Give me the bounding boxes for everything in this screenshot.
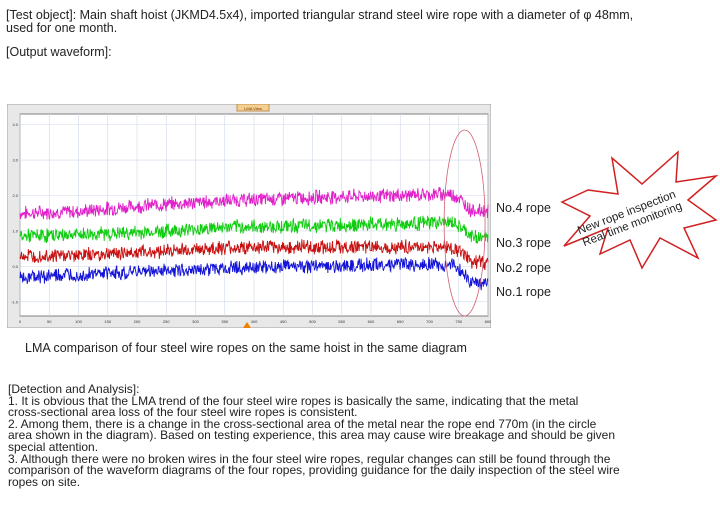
analysis-line: 1. It is obvious that the LMA trend of t…: [8, 393, 579, 408]
y-tick-label: 4.0: [12, 122, 18, 127]
test-object-line-cont: used for one month.: [6, 21, 118, 35]
rope-label-no1: No.1 rope: [496, 285, 551, 299]
x-tick-label: 700: [426, 319, 433, 324]
rope-label-no3: No.3 rope: [496, 236, 551, 250]
lma-chart: LMA View 0 50 100 150 200 250 300 350 400 450 500 55…: [7, 104, 491, 328]
series-line-2: [19, 239, 489, 271]
y-tick-label: 2.0: [12, 193, 18, 198]
starburst-callout: New rope inspection Real time monitoring: [560, 150, 720, 270]
x-tick-label: 50: [47, 319, 52, 324]
series-line-3: [19, 215, 489, 244]
output-waveform-heading: [Output waveform]:: [6, 45, 112, 59]
analysis-line: cross-sectional area loss of the four st…: [8, 405, 358, 420]
x-tick-label: 400: [251, 319, 258, 324]
x-tick-label: 800: [485, 319, 491, 324]
x-tick-label: 250: [163, 319, 170, 324]
series-line-1: [19, 256, 489, 291]
y-tick-label: 3.0: [12, 158, 18, 163]
chart-title-tab: [236, 104, 270, 112]
analysis-line: ropes on site.: [8, 474, 81, 489]
x-tick-label: 500: [309, 319, 316, 324]
analysis-line: comparison of the waveform diagrams of t…: [8, 463, 620, 478]
y-tick-label: 1.0: [12, 228, 18, 233]
x-tick-label: 550: [338, 319, 345, 324]
x-tick-label: 150: [104, 319, 111, 324]
x-tick-label: 200: [134, 319, 141, 324]
position-marker: [243, 322, 251, 328]
rope-label-no4: No.4 rope: [496, 201, 551, 215]
x-tick-label: 100: [75, 319, 82, 324]
chart-caption: LMA comparison of four steel wire ropes …: [25, 341, 467, 355]
test-object-line: [Test object]: Main shaft hoist (JKMD4.5…: [6, 8, 634, 22]
rope-label-no2: No.2 rope: [496, 261, 551, 275]
chart-title: LMA View: [244, 106, 262, 111]
analysis-line: special attention.: [8, 439, 99, 454]
analysis-line: 2. Among them, there is a change in the …: [8, 416, 597, 431]
analysis-line: 3. Although there were no broken wires i…: [8, 451, 611, 466]
x-tick-label: 350: [221, 319, 228, 324]
lma-chart-svg: LMA View 0 50 100 150 200 250 300 350 400 450 500 55…: [7, 104, 491, 328]
x-tick-label: 0: [19, 319, 22, 324]
series-line-4: [19, 186, 489, 220]
starburst-shape: [560, 150, 719, 270]
analysis-line: area shown in the diagram). Based on tes…: [8, 428, 616, 443]
x-tick-label: 650: [397, 319, 404, 324]
x-tick-label: 600: [368, 319, 375, 324]
analysis-line: [Detection and Analysis]:: [8, 382, 140, 396]
x-tick-label: 750: [455, 319, 462, 324]
y-tick-label: -1.0: [11, 299, 19, 304]
x-tick-label: 300: [192, 319, 199, 324]
y-tick-label: 0.0: [12, 264, 18, 269]
analysis-section: [Detection and Analysis]: 1. It is obvio…: [8, 382, 620, 489]
highlight-circle: [443, 129, 486, 317]
x-tick-label: 450: [280, 319, 287, 324]
